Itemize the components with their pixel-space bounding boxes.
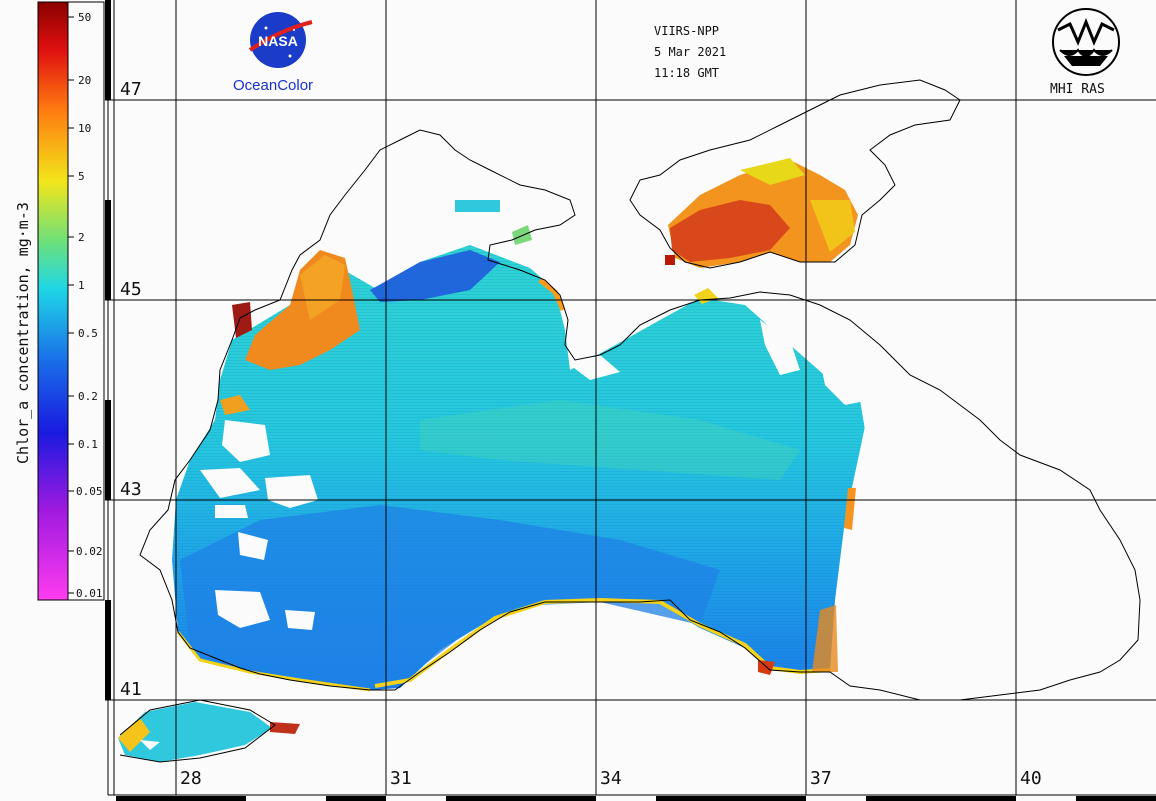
colorbar-tick-label: 2 <box>78 231 85 244</box>
south-coast-patch <box>812 605 838 672</box>
colorbar-tick-label: 0.02 <box>76 545 103 558</box>
map-frame <box>105 0 1156 801</box>
acquisition-date: 5 Mar 2021 <box>654 45 726 59</box>
colorbar-tick-label: 5 <box>78 170 85 183</box>
lon-label-31: 31 <box>390 768 412 789</box>
lat-label-43: 43 <box>120 479 142 500</box>
colorbar-tick-label: 0.5 <box>78 327 98 340</box>
colorbar-tick-label: 1 <box>78 279 85 292</box>
longitude-labels: 28 31 34 37 40 <box>178 766 1042 789</box>
mhi-ras-logo: MHI RAS <box>1050 8 1120 97</box>
lon-label-37: 37 <box>810 768 832 789</box>
coastline <box>119 79 1141 763</box>
mhi-ras-caption: MHI RAS <box>1050 82 1105 97</box>
karkinit-patch <box>455 200 500 212</box>
colorbar-tick-label: 0.01 <box>76 587 103 600</box>
nasa-logo: NASA OceanColor <box>233 12 313 94</box>
nw-shelf-bloom <box>220 250 360 415</box>
acquisition-info: VIIRS-NPP 5 Mar 2021 11:18 GMT <box>654 24 726 80</box>
east-coast-patch <box>844 488 856 530</box>
oceancolor-caption: OceanColor <box>233 77 313 94</box>
colorbar-tick-label: 0.2 <box>78 390 98 403</box>
latitude-labels: 47 45 43 41 <box>116 78 152 700</box>
colorbar-tick-label: 0.1 <box>78 438 98 451</box>
colorbar-tick-label: 20 <box>78 74 91 87</box>
nasa-logo-text: NASA <box>258 33 298 49</box>
sea-of-azov <box>665 158 858 268</box>
lon-label-34: 34 <box>600 768 622 789</box>
colorbar-tick-label: 10 <box>78 122 91 135</box>
lat-label-45: 45 <box>120 279 142 300</box>
lat-label-41: 41 <box>120 679 142 700</box>
sensor-name: VIIRS-NPP <box>654 24 719 38</box>
lat-label-47: 47 <box>120 79 142 100</box>
colorbar-title: Chlor_a concentration, mg·m-3 <box>14 202 32 464</box>
colorbar-tick-label: 0.05 <box>76 485 103 498</box>
sea-chlorophyll-field <box>172 245 870 692</box>
sea-of-marmara <box>118 702 300 762</box>
lon-label-40: 40 <box>1020 768 1042 789</box>
crimea-nw-patch <box>512 225 532 245</box>
lon-label-28: 28 <box>180 768 202 789</box>
graticule <box>105 0 1156 795</box>
colorbar-gradient <box>37 1 69 601</box>
colorbar-tick-label: 50 <box>78 11 91 24</box>
colorbar: 50 20 10 5 2 1 0.5 0.2 0.1 0.05 0.02 0.0… <box>14 1 105 601</box>
acquisition-time: 11:18 GMT <box>654 66 719 80</box>
nasa-meatball-icon <box>250 12 306 68</box>
